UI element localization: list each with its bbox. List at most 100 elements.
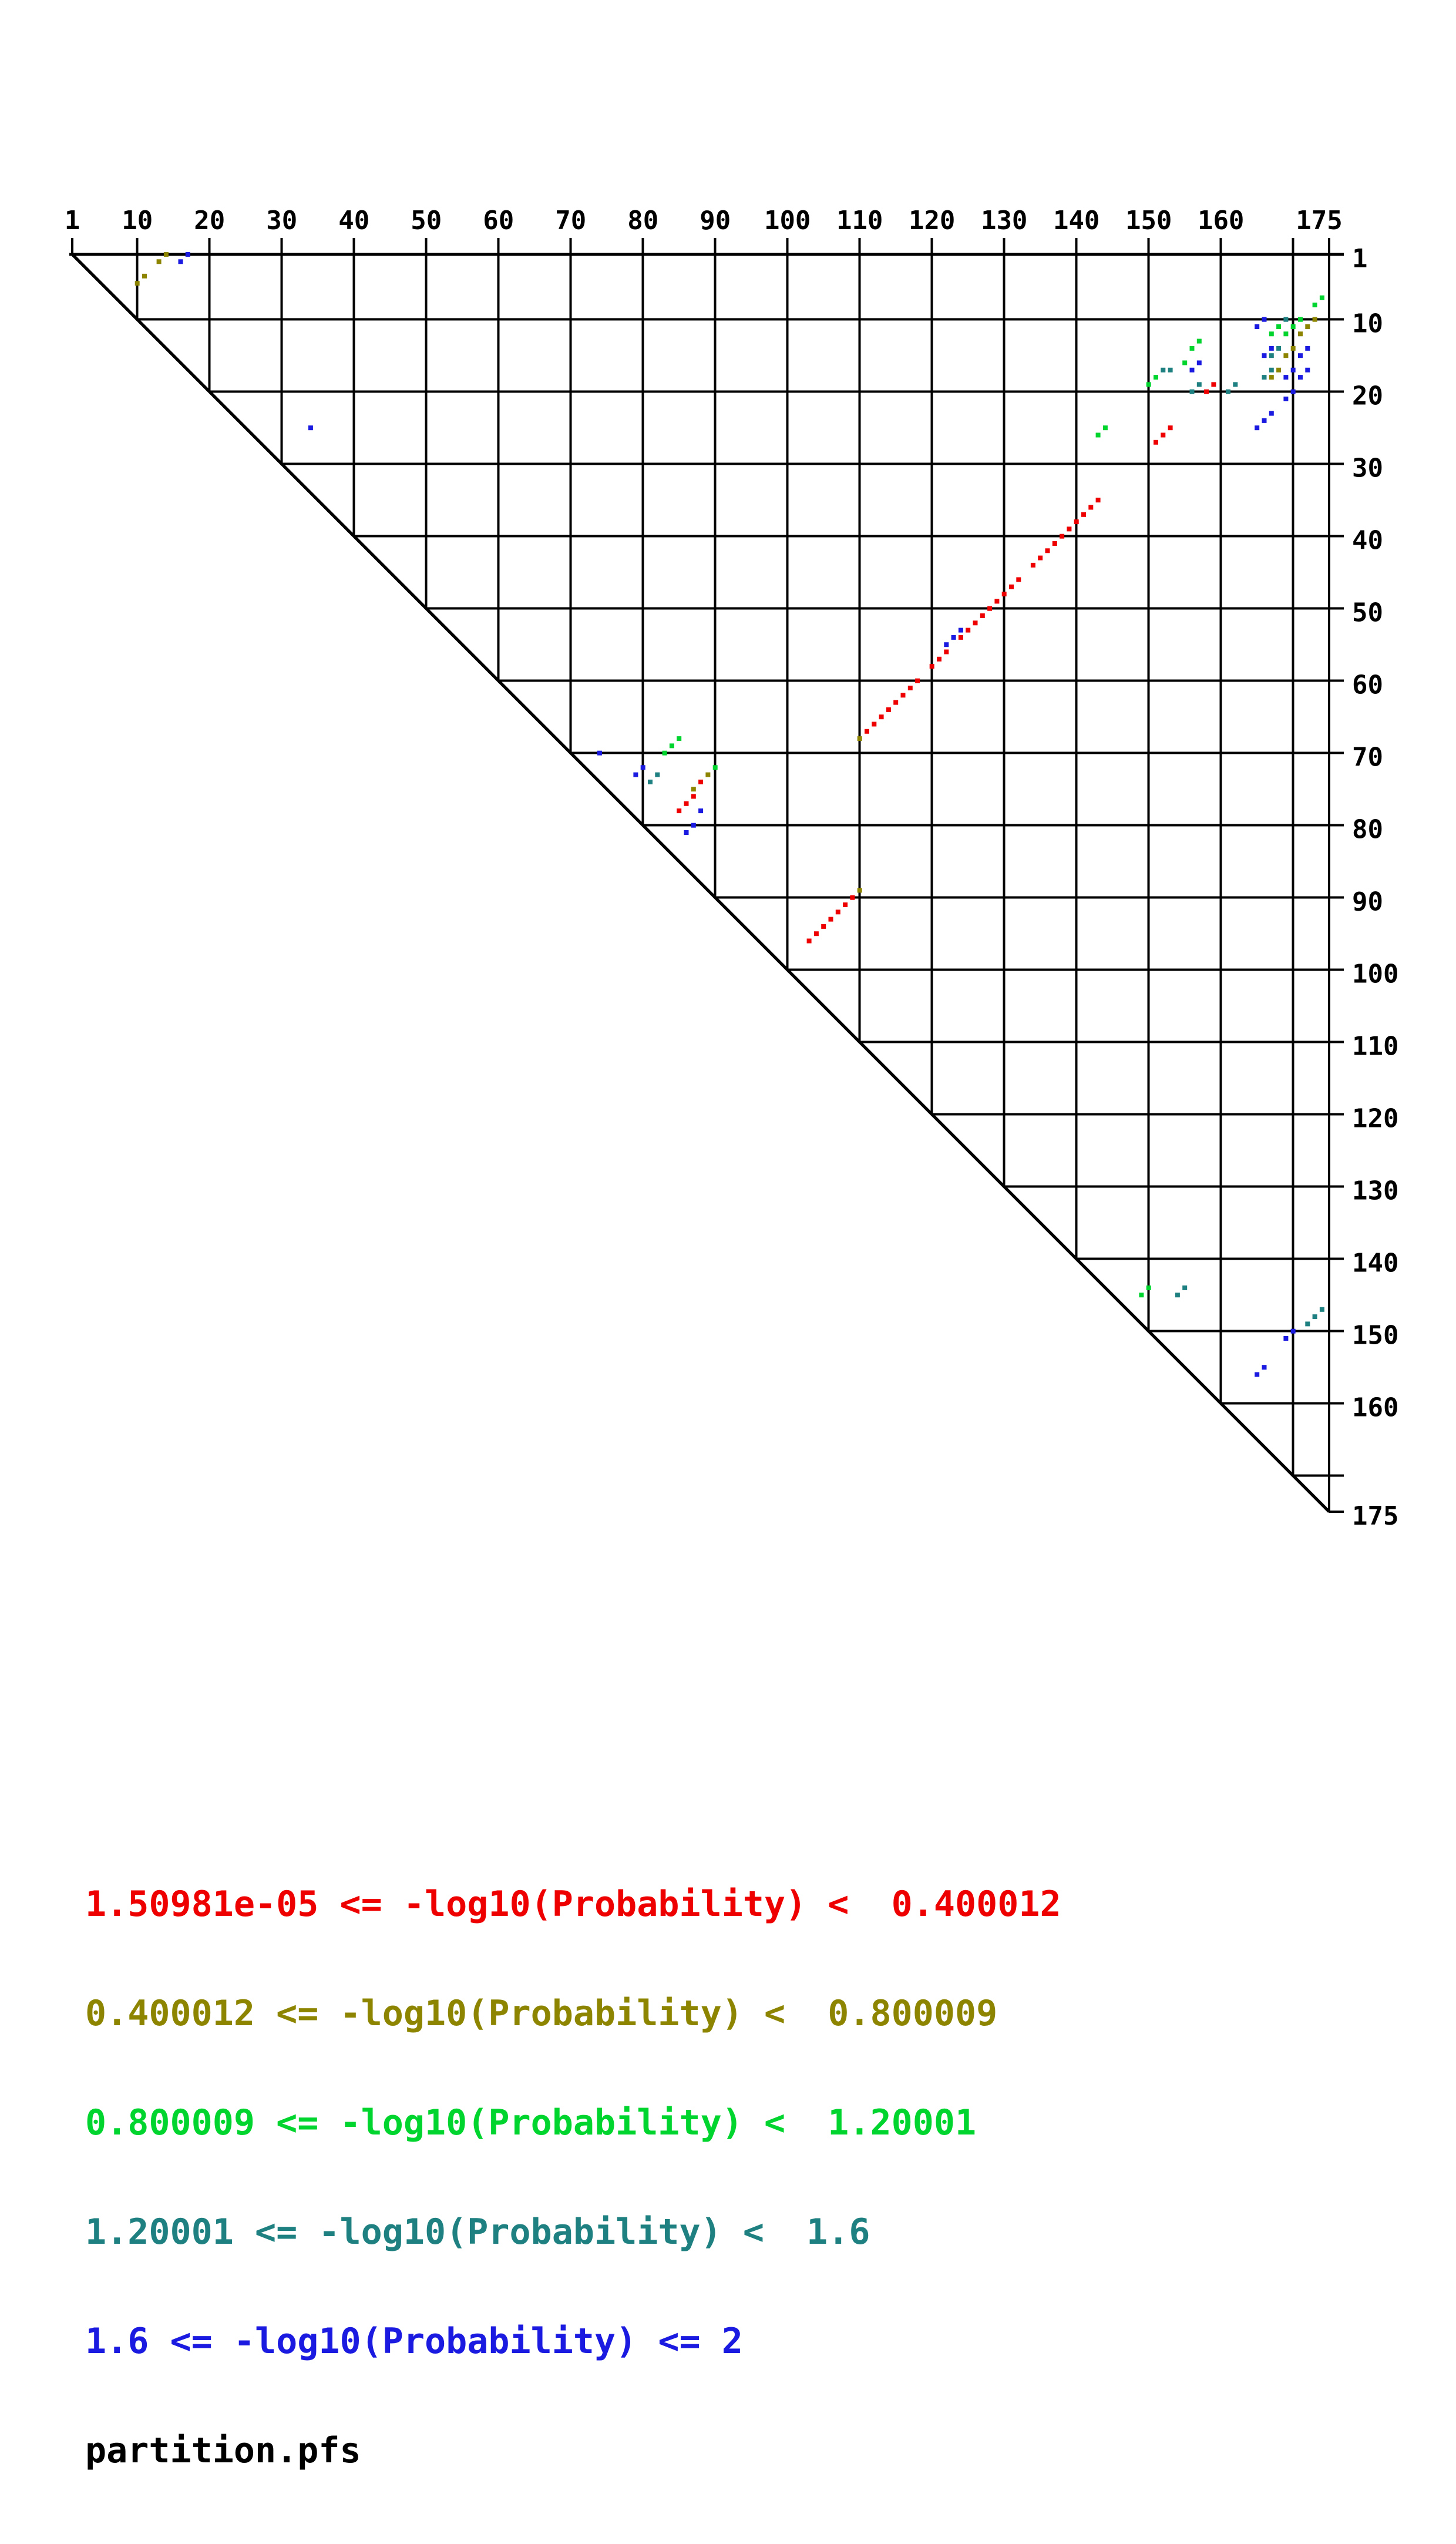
prob-bin-3-dot: [662, 750, 667, 756]
prob-bin-4-dot: [1283, 317, 1289, 322]
prob-bin-5-dot: [1262, 1365, 1267, 1370]
prob-bin-1-dot: [1168, 425, 1173, 431]
y-axis-tick-label: 175: [1352, 1501, 1398, 1531]
x-axis-tick-label: 20: [194, 206, 225, 236]
prob-bin-3-dot: [1290, 324, 1296, 329]
prob-bin-5-dot: [1283, 397, 1289, 401]
prob-bin-5-dot: [1298, 353, 1303, 358]
prob-bin-1-dot: [821, 924, 826, 929]
y-axis-tick-label: 40: [1352, 526, 1383, 556]
y-axis-tick-label: 70: [1352, 743, 1383, 773]
y-axis-tick-label: 120: [1352, 1104, 1398, 1134]
prob-bin-1-dot: [1211, 382, 1216, 387]
prob-bin-5-dot: [698, 808, 704, 814]
y-axis-tick-label: 160: [1352, 1393, 1398, 1423]
legend: 1.50981e-05 <= -log10(Probability) < 0.4…: [85, 1813, 1061, 2542]
y-axis-tick-label: 140: [1352, 1248, 1398, 1278]
prob-bin-2-dot: [156, 259, 162, 264]
y-axis-tick-label: 20: [1352, 381, 1383, 411]
prob-bin-1-dot: [900, 693, 906, 698]
prob-bin-3-dot: [1154, 375, 1158, 380]
prob-bin-1-dot: [1038, 555, 1043, 561]
prob-bin-1-dot: [677, 808, 682, 814]
prob-bin-1-dot: [1067, 526, 1072, 532]
prob-bin-1-dot: [886, 707, 891, 712]
legend-line-1: 1.50981e-05 <= -log10(Probability) < 0.4…: [85, 1884, 1061, 1925]
prob-bin-5-dot: [597, 750, 602, 756]
prob-bin-2-dot: [1312, 317, 1317, 322]
prob-bin-1-dot: [1095, 498, 1101, 503]
prob-bin-2-dot: [1305, 324, 1310, 329]
prob-bin-1-dot: [872, 721, 877, 727]
prob-bin-1-dot: [806, 938, 812, 944]
prob-bin-1-dot: [835, 909, 840, 915]
prob-bin-3-dot: [1276, 324, 1282, 329]
prob-bin-1-dot: [966, 627, 971, 633]
prob-bin-1-dot: [1204, 389, 1209, 394]
prob-bin-2-dot: [857, 888, 862, 893]
prob-bin-4-dot: [1319, 1307, 1324, 1312]
prob-bin-1-dot: [1060, 533, 1065, 539]
prob-bin-5-dot: [1298, 375, 1303, 380]
x-axis-tick-label: 50: [411, 206, 442, 236]
x-axis-tick-label: 120: [909, 206, 955, 236]
prob-bin-3-dot: [1182, 360, 1188, 365]
prob-bin-1-dot: [684, 801, 689, 806]
prob-bin-4-dot: [1161, 367, 1166, 372]
prob-bin-4-dot: [655, 772, 660, 777]
prob-bin-2-dot: [857, 736, 862, 741]
prob-bin-2-dot: [142, 273, 147, 278]
prob-bin-1-dot: [813, 931, 819, 937]
probability-dot-plot: 1 10 20 30 40 50 60 70 80 90 100 110 120 130 140 150 160…: [65, 206, 1399, 1531]
y-axis-tick-label: 100: [1352, 959, 1398, 989]
y-axis-tick-label: 10: [1352, 309, 1383, 339]
y-axis-tick-label: 80: [1352, 815, 1383, 845]
prob-bin-1-dot: [980, 613, 985, 618]
prob-bin-5-dot: [1290, 367, 1296, 372]
prob-bin-1-dot: [958, 635, 963, 640]
prob-bin-5-dot: [1269, 345, 1274, 351]
prob-bin-5-dot: [1255, 1372, 1260, 1377]
prob-bin-1-dot: [1088, 505, 1094, 510]
prob-bin-1-dot: [987, 606, 993, 611]
prob-bin-4-dot: [1269, 353, 1274, 358]
prob-bin-3-dot: [1189, 345, 1195, 351]
prob-bin-1-dot: [1081, 512, 1086, 517]
legend-line-6: partition.pfs: [85, 2430, 361, 2471]
prob-bin-3-dot: [712, 765, 718, 770]
prob-bin-2-dot: [1276, 367, 1282, 372]
prob-bin-1-dot: [1154, 439, 1158, 445]
x-axis-tick-label: 140: [1053, 206, 1099, 236]
prob-bin-5-dot: [633, 772, 638, 777]
prob-bin-5-dot: [1196, 360, 1202, 365]
prob-bin-1-dot: [915, 678, 920, 683]
prob-bin-1-dot: [843, 902, 848, 907]
prob-bin-2-dot: [691, 787, 696, 792]
prob-bin-5-dot: [1262, 418, 1267, 423]
prob-bin-1-dot: [1009, 584, 1014, 589]
y-axis-tick-label: 50: [1352, 598, 1383, 628]
prob-bin-1-dot: [691, 794, 696, 799]
prob-bin-5-dot: [1305, 367, 1310, 372]
prob-bin-1-dot: [893, 700, 899, 705]
prob-bin-4-dot: [648, 779, 653, 784]
prob-bin-3-dot: [1102, 425, 1108, 431]
prob-bin-5-dot: [944, 642, 949, 647]
prob-bin-5-dot: [958, 627, 963, 633]
legend-line-4: 1.20001 <= -log10(Probability) < 1.6: [85, 2211, 870, 2253]
prob-bin-4-dot: [1305, 1321, 1310, 1327]
prob-bin-4-dot: [1196, 382, 1202, 387]
prob-bin-2-dot: [1298, 331, 1303, 337]
prob-bin-1-dot: [973, 620, 978, 626]
prob-bin-5-dot: [1290, 389, 1296, 394]
prob-bin-3-dot: [1298, 317, 1303, 322]
prob-bin-5-dot: [1255, 425, 1260, 431]
diagonal-line: [71, 253, 1330, 1513]
prob-bin-5-dot: [1269, 411, 1274, 416]
prob-bin-2-dot: [1283, 353, 1289, 358]
prob-bin-2-dot: [705, 772, 711, 777]
prob-bin-1-dot: [907, 686, 913, 690]
prob-bin-3-dot: [1319, 295, 1324, 300]
prob-bin-2-dot: [1290, 345, 1296, 351]
x-axis-tick-label: 40: [338, 206, 369, 236]
